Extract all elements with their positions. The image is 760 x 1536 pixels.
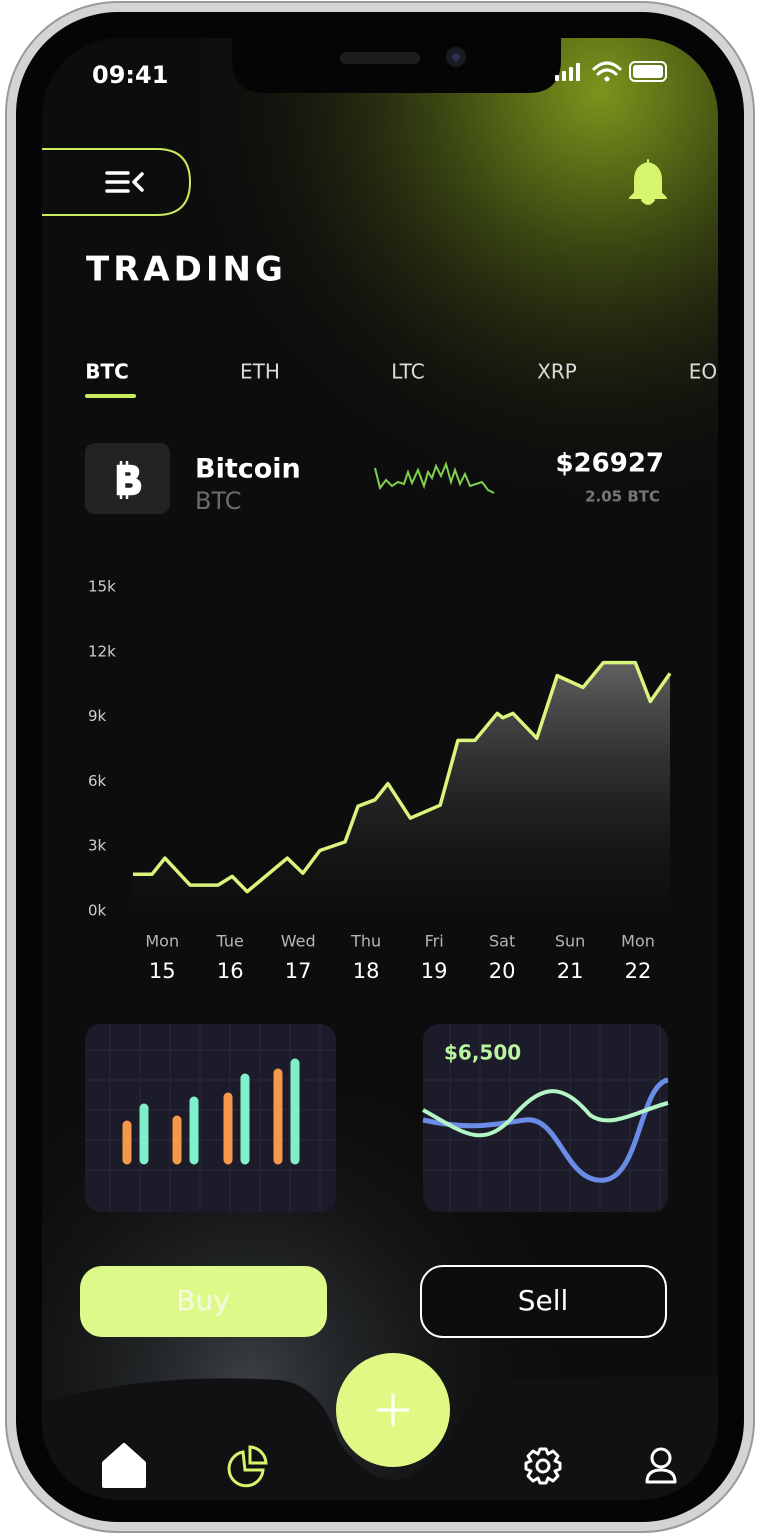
wave-label: $6,500 [444, 1041, 521, 1065]
tab[interactable]: XRP [537, 360, 577, 384]
y-tick-label: 6k [88, 772, 107, 790]
buy-button[interactable] [80, 1266, 327, 1337]
menu-icon [105, 171, 144, 193]
bitcoin-icon [116, 461, 142, 499]
coin-holding: 2.05 BTC [585, 488, 660, 506]
wifi-icon [604, 76, 610, 82]
card-grid [85, 1024, 336, 1212]
page-title: TRADING [86, 250, 287, 290]
price-line [133, 660, 672, 894]
sell-button[interactable] [420, 1265, 667, 1338]
status-time: 09:41 [92, 61, 168, 89]
profile-icon[interactable] [645, 1447, 677, 1484]
x-tick-weekday: Fri [425, 932, 444, 951]
mini-bars [122, 1058, 300, 1165]
y-tick-label: 9k [88, 707, 107, 725]
settings-icon[interactable] [524, 1447, 562, 1485]
signal-icon [555, 63, 580, 81]
add-icon [376, 1393, 410, 1427]
y-tick-label: 0k [88, 902, 107, 920]
notch [232, 36, 561, 93]
x-tick-weekday: Mon [145, 932, 179, 951]
x-tick-label: 16 [217, 959, 244, 983]
coin-symbol: BTC [195, 487, 241, 515]
tab-indicator [85, 394, 136, 398]
x-tick-label: 20 [489, 959, 516, 983]
battery-level [633, 65, 663, 78]
x-tick-label: 17 [285, 959, 312, 983]
bar-card[interactable] [85, 1024, 336, 1212]
x-tick-weekday: Mon [621, 932, 655, 951]
x-tick-label: 15 [149, 959, 176, 983]
x-tick-label: 22 [625, 959, 652, 983]
x-tick-label: 21 [557, 959, 584, 983]
sell-label[interactable]: Sell [518, 1284, 569, 1317]
x-tick-weekday: Thu [350, 932, 381, 951]
wifi-icon [592, 61, 622, 76]
buy-label[interactable]: Buy [176, 1284, 230, 1317]
y-tick-label: 15k [88, 578, 116, 596]
x-tick-label: 19 [421, 959, 448, 983]
tab[interactable]: ETH [240, 360, 280, 384]
tab[interactable]: EO [689, 360, 717, 384]
tab[interactable]: LTC [391, 360, 424, 384]
wave-line [422, 1077, 669, 1183]
menu-button[interactable] [42, 148, 192, 216]
coin-price: $26927 [555, 449, 664, 479]
camera-lens [452, 53, 460, 61]
battery-icon [629, 61, 667, 82]
wave-card[interactable] [423, 1024, 668, 1212]
x-tick-label: 18 [353, 959, 380, 983]
x-tick-weekday: Sun [555, 932, 585, 951]
x-tick-weekday: Wed [281, 932, 316, 951]
x-tick-weekday: Tue [216, 932, 244, 951]
wave-line [422, 1089, 669, 1138]
home-icon[interactable] [102, 1443, 146, 1488]
glow [42, 38, 718, 738]
notification-icon[interactable] [629, 159, 667, 205]
coin-name: Bitcoin [195, 454, 301, 485]
price-area [133, 662, 670, 911]
y-tick-label: 3k [88, 837, 107, 855]
x-tick-weekday: Sat [489, 932, 515, 951]
tab[interactable]: BTC [85, 360, 129, 384]
y-tick-label: 12k [88, 642, 116, 660]
speaker [340, 52, 420, 64]
portfolio-icon[interactable] [227, 1445, 268, 1488]
sparkline [374, 460, 495, 494]
